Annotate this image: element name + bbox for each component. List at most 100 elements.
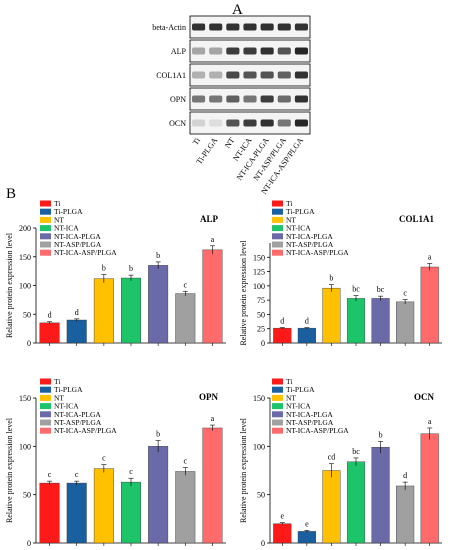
legend-label: Ti-PLGA bbox=[54, 207, 83, 216]
y-tick-label: 150 bbox=[253, 253, 265, 262]
significance-letter: bc bbox=[352, 285, 360, 294]
significance-letter: d bbox=[280, 317, 284, 326]
legend-swatch bbox=[40, 394, 51, 401]
legend-swatch bbox=[40, 225, 51, 232]
legend-swatch bbox=[272, 386, 283, 393]
bar bbox=[148, 265, 169, 344]
y-tick-label: 75 bbox=[257, 296, 265, 305]
legend-label: NT bbox=[54, 215, 64, 224]
y-tick-label: 50 bbox=[257, 491, 265, 500]
y-tick-label: 100 bbox=[253, 282, 265, 291]
bar bbox=[121, 481, 141, 544]
blot-band bbox=[209, 47, 223, 55]
y-tick-label: 100 bbox=[19, 442, 31, 451]
y-axis-label: Relative protein expression level bbox=[239, 417, 248, 523]
blot-band bbox=[226, 71, 240, 79]
legend-label: NT-ICA bbox=[286, 402, 311, 411]
bar bbox=[66, 319, 87, 344]
legend-label: NT-ASP/PLGA bbox=[286, 240, 334, 249]
significance-letter: e bbox=[305, 519, 309, 528]
legend-swatch bbox=[40, 208, 51, 215]
blot-row-label: ALP bbox=[171, 47, 187, 56]
legend-label: NT-ICA bbox=[54, 224, 79, 233]
significance-letter: d bbox=[305, 317, 309, 326]
y-axis-label: Relative protein expression level bbox=[239, 240, 248, 346]
blot-band bbox=[226, 95, 240, 103]
legend-swatch bbox=[272, 225, 283, 232]
bar bbox=[39, 322, 60, 344]
y-tick-label: 50 bbox=[23, 491, 31, 500]
legend-label: NT-ICA-ASP/PLGA bbox=[54, 248, 117, 257]
legend-swatch bbox=[40, 403, 51, 410]
legend-label: NT bbox=[286, 215, 296, 224]
blot-band bbox=[277, 23, 291, 31]
bar bbox=[202, 427, 223, 544]
blot-band bbox=[260, 95, 274, 103]
bar bbox=[396, 301, 415, 344]
bar bbox=[93, 468, 114, 544]
legend-swatch bbox=[272, 411, 283, 418]
significance-letter: b bbox=[379, 431, 383, 440]
blot-band bbox=[209, 95, 223, 103]
y-tick-label: 150 bbox=[253, 394, 265, 403]
legend-swatch bbox=[40, 216, 51, 223]
blot-band bbox=[226, 47, 240, 55]
blot-band bbox=[192, 71, 206, 79]
legend-swatch bbox=[272, 216, 283, 223]
blot-band bbox=[243, 23, 257, 31]
legend-label: NT-ICA bbox=[286, 224, 311, 233]
blot-band bbox=[294, 71, 308, 79]
blot-band bbox=[294, 95, 308, 103]
chart-title: ALP bbox=[200, 214, 219, 224]
significance-letter: e bbox=[281, 512, 285, 521]
legend-label: NT-ICA-PLGA bbox=[286, 232, 333, 241]
bar bbox=[322, 287, 341, 344]
y-tick-label: 0 bbox=[27, 539, 31, 548]
bar bbox=[346, 298, 366, 344]
significance-letter: bc bbox=[352, 447, 360, 456]
significance-letter: b bbox=[156, 251, 160, 260]
blot-band bbox=[294, 47, 308, 55]
legend-label: NT bbox=[286, 393, 296, 402]
bar bbox=[420, 266, 439, 344]
blot-band bbox=[260, 119, 274, 127]
legend-label: Ti bbox=[54, 199, 60, 208]
significance-letter: a bbox=[428, 417, 432, 426]
legend-label: NT-ICA-PLGA bbox=[54, 410, 101, 419]
legend-swatch bbox=[272, 208, 283, 215]
blot-band bbox=[277, 71, 291, 79]
bar bbox=[273, 327, 292, 344]
legend-label: NT-ICA bbox=[54, 402, 79, 411]
chart-title: OCN bbox=[414, 392, 435, 402]
blot-band bbox=[192, 23, 206, 31]
legend-label: Ti-PLGA bbox=[54, 385, 83, 394]
significance-letter: c bbox=[48, 470, 52, 479]
blot-row-label: OPN bbox=[170, 95, 186, 104]
bar bbox=[175, 471, 196, 544]
blot-band bbox=[209, 119, 223, 127]
y-tick-label: 100 bbox=[253, 442, 265, 451]
y-tick-label: 25 bbox=[257, 325, 265, 334]
legend-label: Ti-PLGA bbox=[286, 207, 315, 216]
legend-swatch bbox=[40, 233, 51, 240]
legend: TiTi-PLGANTNT-ICANT-ICA-PLGANT-ASP/PLGAN… bbox=[272, 377, 349, 435]
legend-swatch bbox=[272, 403, 283, 410]
bar bbox=[420, 433, 439, 544]
blot-row-label: beta-Actin bbox=[152, 23, 186, 32]
y-tick-label: 150 bbox=[19, 253, 31, 262]
y-tick-label: 50 bbox=[23, 310, 31, 319]
legend-swatch bbox=[272, 241, 283, 248]
legend-label: Ti bbox=[286, 377, 292, 386]
y-tick-label: 0 bbox=[261, 539, 265, 548]
bar bbox=[121, 277, 141, 344]
legend-swatch bbox=[272, 249, 283, 256]
significance-letter: c bbox=[129, 467, 133, 476]
significance-letter: d bbox=[48, 311, 52, 320]
bar bbox=[202, 249, 223, 344]
bar bbox=[371, 298, 390, 344]
y-tick-label: 150 bbox=[19, 394, 31, 403]
significance-letter: c bbox=[184, 280, 188, 289]
legend-swatch bbox=[40, 427, 51, 434]
legend-swatch bbox=[40, 419, 51, 426]
